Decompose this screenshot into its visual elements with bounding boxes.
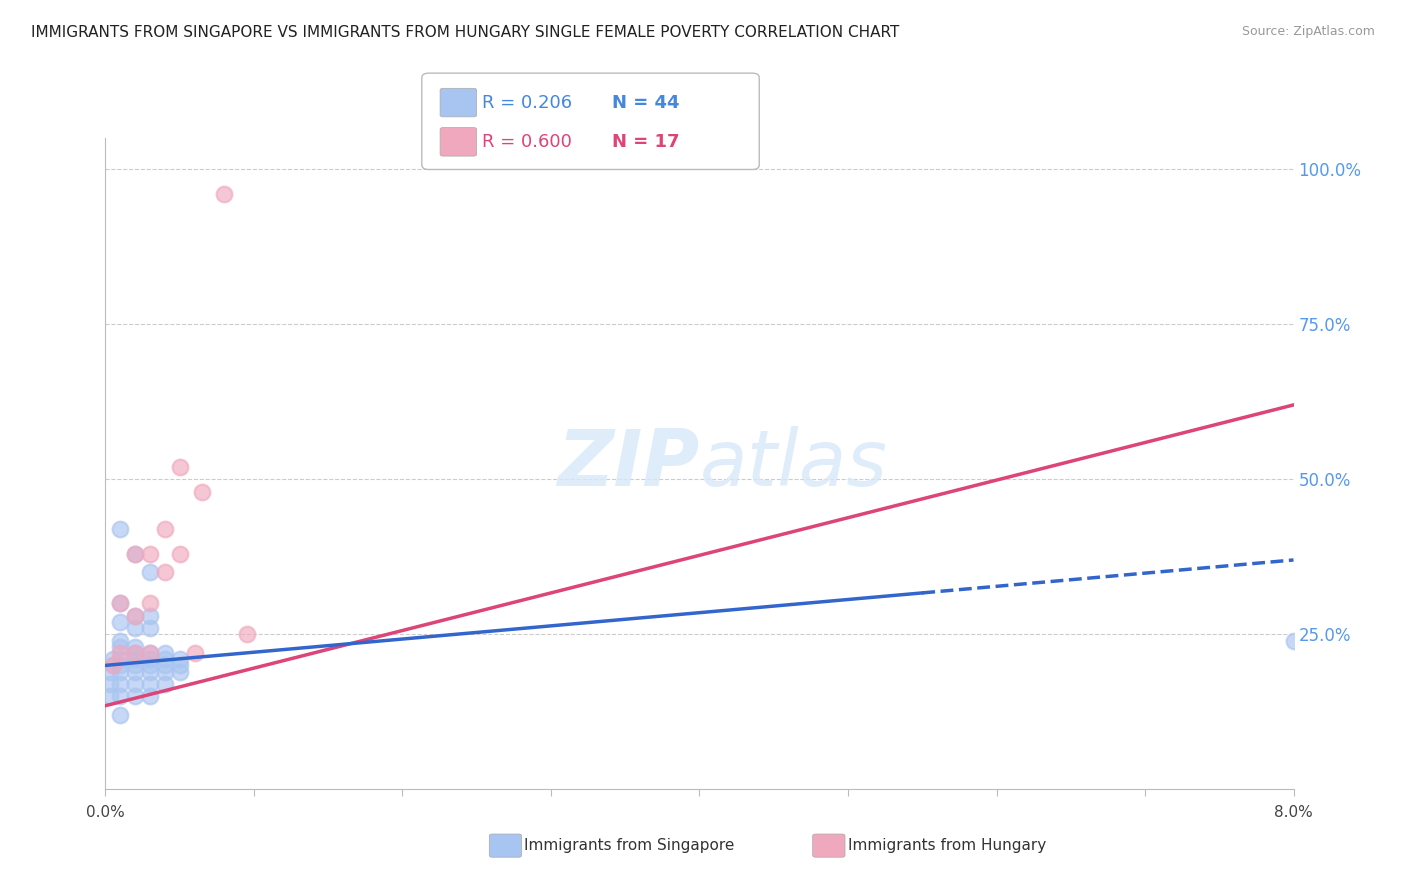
Text: N = 17: N = 17	[612, 133, 679, 151]
Text: Source: ZipAtlas.com: Source: ZipAtlas.com	[1241, 25, 1375, 38]
Point	[124, 646, 146, 660]
Text: 0.0%: 0.0%	[86, 805, 125, 820]
Point	[124, 690, 146, 704]
Point	[124, 547, 146, 561]
Text: Immigrants from Hungary: Immigrants from Hungary	[848, 838, 1046, 853]
Point	[153, 646, 176, 660]
Text: Immigrants from Singapore: Immigrants from Singapore	[524, 838, 735, 853]
Point	[110, 665, 132, 679]
Point	[98, 665, 121, 679]
Point	[139, 665, 162, 679]
Point	[153, 665, 176, 679]
Point	[110, 596, 132, 610]
Point	[214, 187, 236, 202]
Point	[124, 658, 146, 673]
Text: R = 0.600: R = 0.600	[482, 133, 572, 151]
Point	[110, 690, 132, 704]
Point	[169, 459, 191, 474]
Point	[110, 658, 132, 673]
Text: atlas: atlas	[700, 425, 887, 502]
Point	[169, 665, 191, 679]
Point	[110, 615, 132, 629]
Point	[169, 547, 191, 561]
Text: IMMIGRANTS FROM SINGAPORE VS IMMIGRANTS FROM HUNGARY SINGLE FEMALE POVERTY CORRE: IMMIGRANTS FROM SINGAPORE VS IMMIGRANTS …	[31, 25, 900, 40]
Point	[153, 658, 176, 673]
Point	[139, 658, 162, 673]
Point	[139, 646, 162, 660]
Point	[139, 677, 162, 691]
Text: ZIP: ZIP	[557, 425, 700, 502]
Text: 8.0%: 8.0%	[1274, 805, 1313, 820]
Point	[139, 547, 162, 561]
Point	[98, 690, 121, 704]
Point	[139, 608, 162, 623]
Point	[153, 652, 176, 666]
Point	[101, 658, 124, 673]
Point	[139, 596, 162, 610]
Point	[124, 677, 146, 691]
Point	[124, 640, 146, 654]
Point	[139, 566, 162, 580]
Point	[124, 646, 146, 660]
Point	[101, 652, 124, 666]
Point	[153, 677, 176, 691]
Point	[110, 640, 132, 654]
Point	[110, 677, 132, 691]
Point	[124, 652, 146, 666]
Point	[235, 627, 257, 641]
Point	[183, 646, 205, 660]
Point	[124, 621, 146, 635]
Point	[139, 621, 162, 635]
Point	[124, 665, 146, 679]
Point	[110, 646, 132, 660]
Point	[110, 652, 132, 666]
Point	[139, 652, 162, 666]
Point	[124, 608, 146, 623]
Point	[98, 677, 121, 691]
Point	[110, 708, 132, 723]
Text: R = 0.206: R = 0.206	[482, 94, 572, 112]
Point	[124, 608, 146, 623]
Point	[110, 596, 132, 610]
Text: N = 44: N = 44	[612, 94, 679, 112]
Point	[139, 690, 162, 704]
Point	[101, 658, 124, 673]
Point	[1282, 633, 1305, 648]
Point	[153, 566, 176, 580]
Point	[169, 658, 191, 673]
Point	[191, 484, 214, 499]
Point	[110, 633, 132, 648]
Point	[110, 522, 132, 536]
Point	[124, 547, 146, 561]
Point	[153, 522, 176, 536]
Point	[139, 646, 162, 660]
Point	[169, 652, 191, 666]
